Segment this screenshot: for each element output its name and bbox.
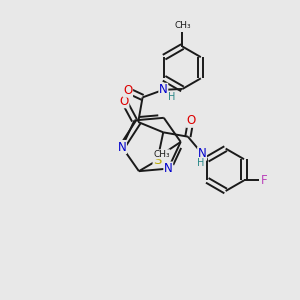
Text: H: H bbox=[168, 92, 175, 102]
Text: O: O bbox=[119, 95, 129, 108]
Text: N: N bbox=[159, 83, 168, 96]
Text: H: H bbox=[197, 158, 204, 168]
Text: CH₃: CH₃ bbox=[153, 150, 170, 159]
Text: N: N bbox=[198, 147, 206, 160]
Text: N: N bbox=[164, 162, 172, 175]
Text: CH₃: CH₃ bbox=[174, 21, 191, 30]
Text: O: O bbox=[123, 84, 133, 97]
Text: N: N bbox=[118, 141, 126, 154]
Text: F: F bbox=[261, 174, 267, 187]
Text: O: O bbox=[186, 114, 195, 127]
Text: S: S bbox=[153, 154, 161, 167]
